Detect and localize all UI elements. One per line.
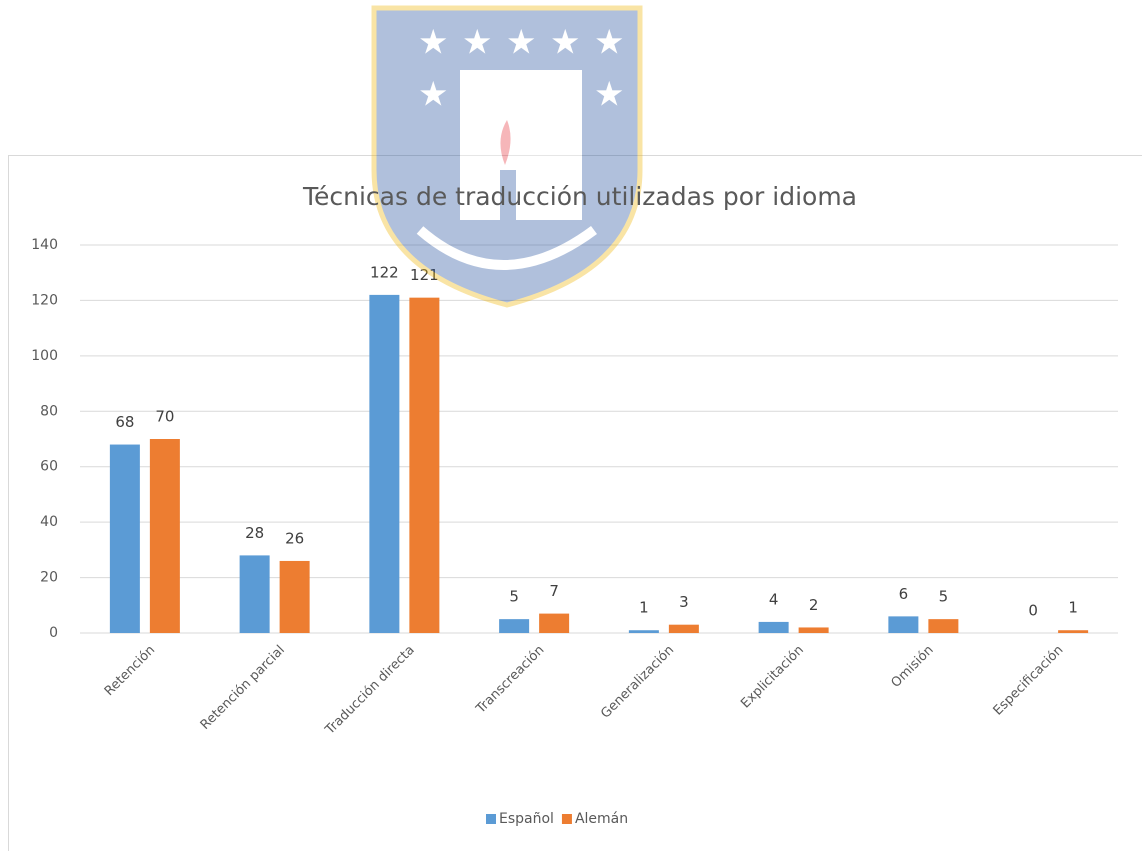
bar bbox=[279, 560, 310, 633]
value-label: 26 bbox=[285, 529, 304, 547]
bar bbox=[499, 619, 530, 633]
legend-swatch bbox=[486, 814, 496, 824]
svg-text:★: ★ bbox=[418, 75, 448, 115]
y-tick-label: 80 bbox=[40, 403, 58, 419]
legend-label: Alemán bbox=[575, 811, 628, 827]
svg-text:★: ★ bbox=[594, 23, 624, 63]
legend-swatch bbox=[561, 814, 572, 824]
bar bbox=[539, 613, 570, 633]
value-label: 6 bbox=[899, 585, 909, 603]
svg-text:★: ★ bbox=[594, 75, 624, 115]
value-label: 1 bbox=[1068, 599, 1078, 617]
legend-label: Español bbox=[499, 811, 554, 827]
value-label: 1 bbox=[639, 599, 649, 617]
y-tick-label: 60 bbox=[40, 459, 58, 475]
value-label: 70 bbox=[155, 408, 174, 426]
bar bbox=[409, 297, 440, 633]
value-label: 68 bbox=[115, 413, 134, 431]
y-tick-label: 0 bbox=[49, 625, 58, 641]
bar bbox=[888, 616, 919, 633]
bar bbox=[109, 444, 140, 633]
svg-text:★: ★ bbox=[550, 23, 580, 63]
bar bbox=[668, 624, 699, 633]
value-label: 2 bbox=[809, 596, 819, 614]
watermark-logo: ★ ★ ★ ★ ★ ★ ★ bbox=[371, 5, 643, 308]
value-label: 121 bbox=[410, 266, 439, 284]
y-tick-label: 120 bbox=[31, 292, 58, 308]
y-tick-label: 40 bbox=[40, 514, 58, 530]
bar bbox=[758, 621, 789, 633]
svg-text:★: ★ bbox=[418, 23, 448, 63]
value-label: 0 bbox=[1028, 602, 1038, 620]
svg-text:★: ★ bbox=[506, 23, 536, 63]
bar bbox=[149, 439, 180, 633]
y-tick-label: 100 bbox=[31, 348, 58, 364]
bar bbox=[928, 619, 959, 633]
value-label: 28 bbox=[245, 524, 264, 542]
value-label: 4 bbox=[769, 590, 779, 608]
value-label: 5 bbox=[509, 588, 519, 606]
y-tick-label: 140 bbox=[31, 237, 58, 253]
chart-title: Técnicas de traducción utilizadas por id… bbox=[302, 182, 857, 211]
value-label: 122 bbox=[370, 263, 399, 281]
bar bbox=[1058, 630, 1089, 633]
bar bbox=[798, 627, 829, 633]
bar bbox=[628, 630, 659, 633]
value-label: 7 bbox=[549, 582, 559, 600]
svg-text:★: ★ bbox=[462, 23, 492, 63]
bar bbox=[239, 555, 270, 633]
bar bbox=[369, 294, 400, 633]
value-label: 5 bbox=[939, 588, 949, 606]
chart-frame bbox=[8, 155, 1142, 851]
legend: Español Alemán bbox=[486, 811, 628, 827]
y-tick-label: 20 bbox=[40, 570, 58, 586]
value-label: 3 bbox=[679, 593, 689, 611]
